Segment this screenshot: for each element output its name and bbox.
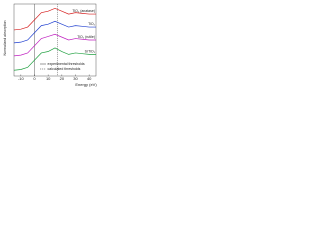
y-axis-label: Normalized absorption [3, 20, 7, 55]
x-tick-label: -10 [18, 76, 25, 81]
x-tick-label: 20 [60, 76, 65, 81]
series-line [13, 33, 96, 57]
x-tick-label: 10 [46, 76, 51, 81]
x-tick-label: 40 [87, 76, 92, 81]
x-tick-label: 30 [73, 76, 78, 81]
series-label: TiO₂ (anatase) [72, 9, 95, 13]
chart: Normalized absorption Energy (eV) -10 0 10… [3, 3, 97, 87]
page: {"chart_data": {"type": "line", "x_label… [0, 0, 100, 92]
series-label: TiO₂ (rutile) [77, 35, 95, 39]
legend-label: calculated thresholds [48, 67, 81, 71]
x-tick-label: 0 [33, 76, 36, 81]
series-label: SrTiO₃ [85, 49, 96, 53]
series-label: TiO₂ [88, 22, 96, 26]
series-line [13, 7, 96, 31]
x-axis-label: Energy (eV) [75, 82, 97, 87]
legend-label: experimental thresholds [48, 62, 85, 66]
series-line [13, 47, 96, 71]
series-line [13, 20, 96, 44]
